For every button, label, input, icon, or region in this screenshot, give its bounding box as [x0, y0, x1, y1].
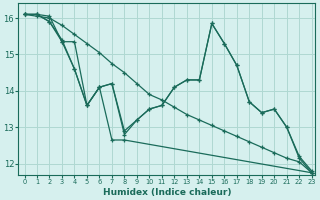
X-axis label: Humidex (Indice chaleur): Humidex (Indice chaleur): [103, 188, 231, 197]
